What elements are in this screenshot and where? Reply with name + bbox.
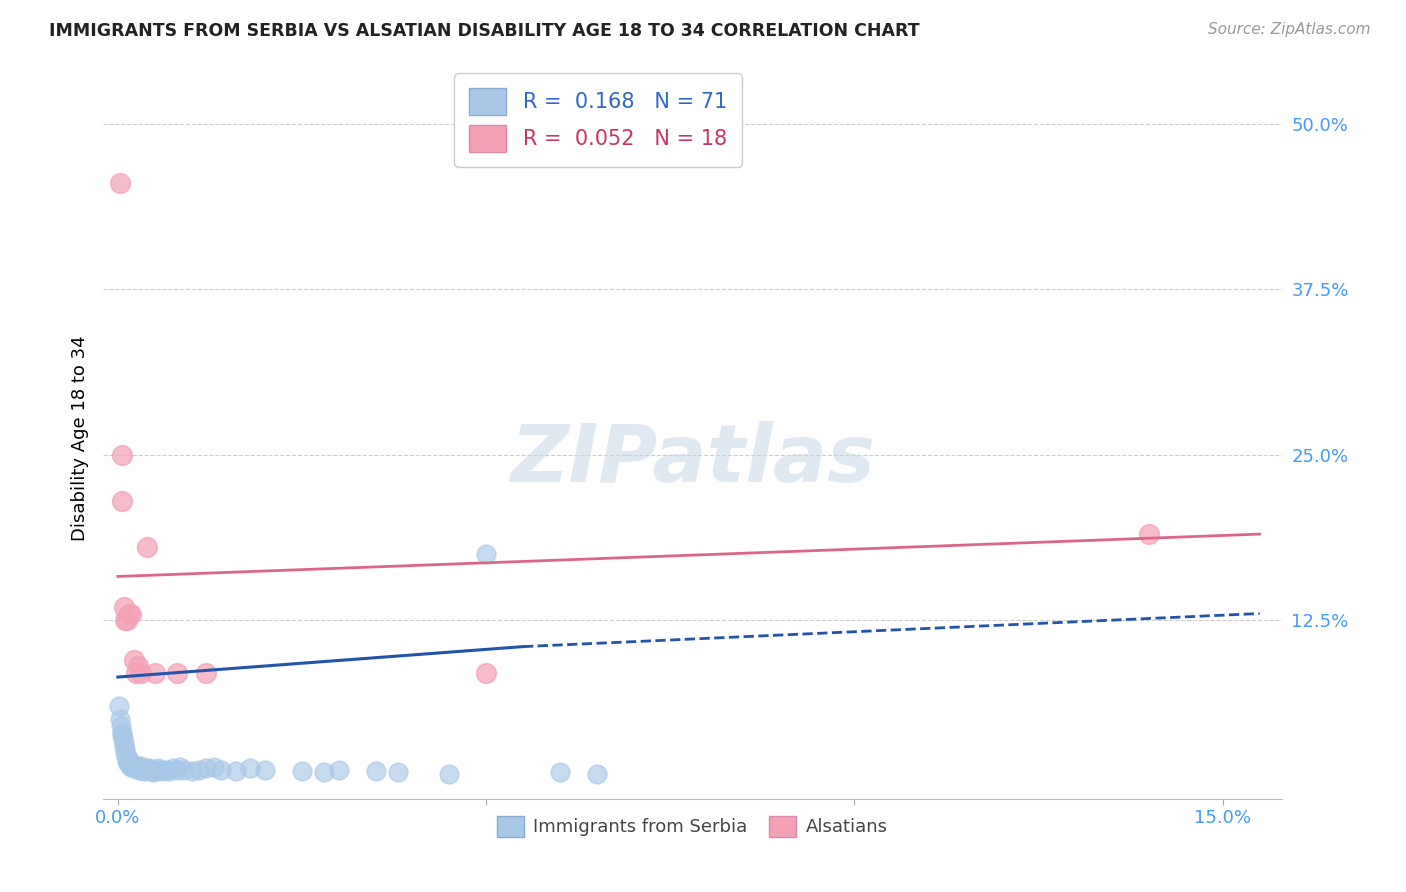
Point [314, 765, 336, 780]
Point [143, 666, 166, 681]
Point [134, 764, 156, 778]
Point [148, 761, 170, 775]
Point [122, 761, 145, 775]
Point [115, 613, 138, 627]
Point [155, 763, 177, 777]
Point [1137, 527, 1160, 541]
Point [127, 761, 149, 775]
Point [195, 761, 218, 775]
Point [131, 760, 153, 774]
Point [136, 541, 159, 555]
Point [121, 757, 143, 772]
Point [111, 494, 134, 508]
Point [120, 607, 142, 621]
Point [195, 666, 218, 681]
Point [585, 766, 607, 780]
Point [131, 666, 153, 681]
Point [114, 741, 136, 756]
Point [112, 736, 135, 750]
Point [110, 725, 132, 739]
Text: IMMIGRANTS FROM SERBIA VS ALSATIAN DISABILITY AGE 18 TO 34 CORRELATION CHART: IMMIGRANTS FROM SERBIA VS ALSATIAN DISAB… [49, 22, 920, 40]
Point [125, 666, 148, 681]
Point [143, 763, 166, 777]
Point [180, 764, 202, 778]
Point [117, 749, 139, 764]
Point [127, 760, 149, 774]
Point [108, 177, 131, 191]
Point [118, 607, 141, 621]
Point [118, 757, 141, 772]
Point [114, 739, 136, 753]
Point [475, 547, 498, 561]
Y-axis label: Disability Age 18 to 34: Disability Age 18 to 34 [72, 335, 89, 541]
Point [139, 763, 162, 777]
Point [145, 764, 167, 778]
Point [121, 758, 143, 772]
Point [115, 752, 138, 766]
Point [132, 763, 155, 777]
Point [225, 764, 247, 778]
Point [112, 599, 135, 614]
Point [129, 761, 152, 775]
Point [128, 763, 150, 777]
Text: Source: ZipAtlas.com: Source: ZipAtlas.com [1208, 22, 1371, 37]
Point [115, 749, 138, 764]
Text: ZIPatlas: ZIPatlas [510, 421, 875, 499]
Point [159, 764, 181, 778]
Point [141, 764, 163, 778]
Point [108, 699, 131, 714]
Point [187, 763, 209, 777]
Point [125, 761, 148, 775]
Point [173, 763, 195, 777]
Point [150, 764, 173, 778]
Point [111, 732, 134, 747]
Point [129, 758, 152, 772]
Point [364, 764, 387, 778]
Point [166, 666, 188, 681]
Point [132, 761, 155, 775]
Point [254, 763, 277, 777]
Point [114, 746, 136, 760]
Point [138, 761, 160, 775]
Point [475, 666, 498, 681]
Point [114, 613, 136, 627]
Point [149, 763, 172, 777]
Point [110, 448, 132, 462]
Point [291, 764, 314, 778]
Point [110, 719, 132, 733]
Point [135, 761, 157, 775]
Point [209, 763, 232, 777]
Point [117, 752, 139, 766]
Point [120, 758, 142, 772]
Point [439, 766, 461, 780]
Point [387, 765, 409, 780]
Legend: Immigrants from Serbia, Alsatians: Immigrants from Serbia, Alsatians [491, 809, 894, 844]
Point [127, 659, 149, 673]
Point [142, 765, 165, 780]
Point [162, 761, 184, 775]
Point [124, 758, 146, 772]
Point [169, 760, 191, 774]
Point [328, 763, 350, 777]
Point [548, 765, 571, 780]
Point [108, 713, 131, 727]
Point [115, 755, 138, 769]
Point [122, 653, 145, 667]
Point [111, 728, 134, 742]
Point [239, 761, 262, 775]
Point [202, 760, 225, 774]
Point [122, 760, 145, 774]
Point [125, 758, 148, 772]
Point [120, 760, 142, 774]
Point [166, 763, 188, 777]
Point [124, 760, 146, 774]
Point [131, 763, 153, 777]
Point [118, 755, 141, 769]
Point [136, 763, 159, 777]
